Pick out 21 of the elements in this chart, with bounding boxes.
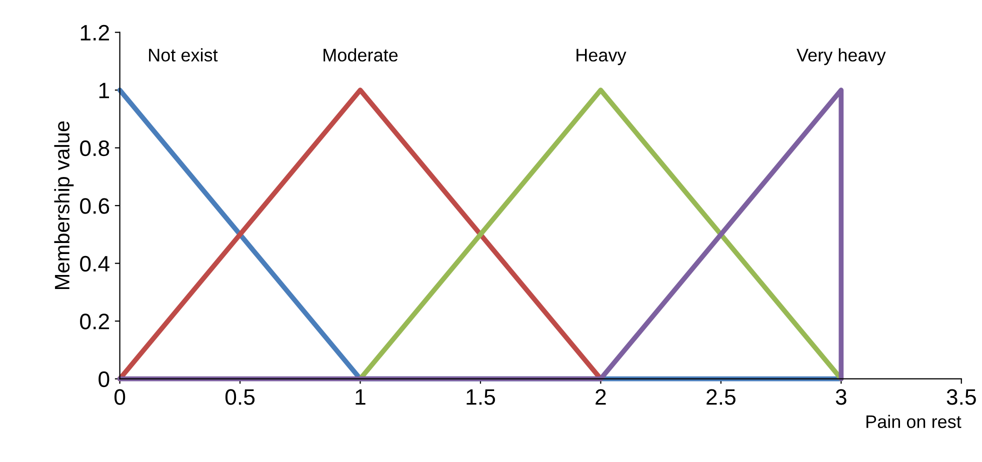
- series-label: Moderate: [324, 48, 398, 62]
- y-tick-label: 0.4: [80, 256, 110, 272]
- x-tick-label: 3.5: [946, 389, 976, 405]
- y-tick-label: 1.2: [80, 24, 109, 40]
- y-axis-title: Membership value: [54, 121, 74, 289]
- series-label: Heavy: [576, 48, 626, 66]
- x-tick-label: 3: [836, 389, 846, 405]
- y-tick-label: 1: [99, 82, 109, 98]
- x-tick-label: 0.5: [225, 389, 255, 405]
- y-tick-label: 0.8: [80, 140, 110, 156]
- series-label: Very heavy: [796, 48, 886, 66]
- y-tick-label: 0: [98, 371, 110, 388]
- x-tick-label: 0: [114, 389, 126, 405]
- x-axis-title: Pain on rest: [866, 414, 962, 428]
- x-tick-label: 1.5: [466, 389, 495, 405]
- text: Not exist: [149, 48, 218, 62]
- x-tick-label: 1: [356, 389, 366, 405]
- x-tick-label: 2.5: [706, 389, 736, 405]
- x-tick-label: 2: [596, 389, 606, 405]
- y-tick-label: 0.6: [80, 198, 110, 214]
- y-tick-label: 0.2: [80, 314, 109, 330]
